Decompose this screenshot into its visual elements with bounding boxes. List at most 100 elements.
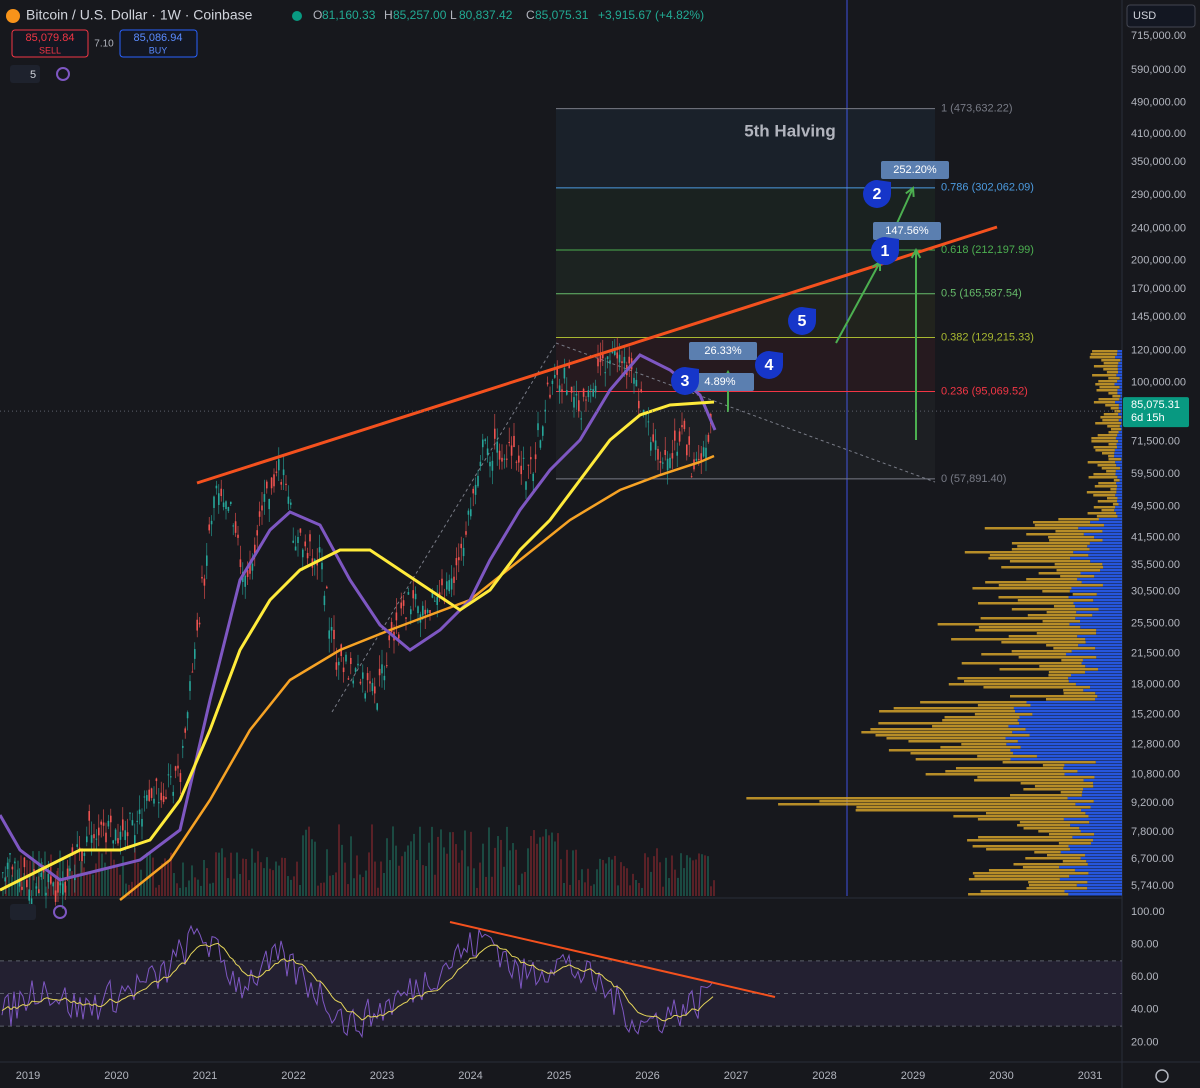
- profile-yellow: [861, 731, 1013, 734]
- volume-bar: [362, 877, 364, 896]
- candle-body: [568, 363, 570, 369]
- rsi-tick-label: 20.00: [1131, 1036, 1159, 1048]
- candle-body: [83, 853, 86, 856]
- candle-body: [119, 831, 122, 840]
- buy-button[interactable]: [119, 29, 198, 58]
- candle-body: [590, 388, 592, 390]
- settings-button[interactable]: [1155, 1069, 1169, 1083]
- profile-yellow: [855, 809, 1082, 812]
- profile-yellow: [948, 683, 1076, 686]
- fib-zone: [556, 293, 935, 338]
- rsi-icon[interactable]: [53, 905, 67, 919]
- profile-yellow: [953, 815, 1089, 818]
- candle-body: [554, 374, 556, 378]
- volume-bar: [656, 848, 658, 896]
- volume-bar: [464, 830, 466, 896]
- candle-body: [299, 528, 302, 533]
- candle-body: [563, 367, 566, 379]
- volume-bar: [347, 884, 349, 896]
- candle-body: [21, 886, 23, 890]
- profile-yellow: [1072, 593, 1097, 596]
- indicator-toggle[interactable]: [10, 65, 40, 83]
- candle-body: [213, 496, 215, 508]
- profile-yellow: [1108, 458, 1122, 461]
- candle-body: [323, 595, 326, 606]
- rsi-collapse[interactable]: [10, 904, 36, 920]
- candle-body: [414, 593, 417, 600]
- candle-body: [484, 439, 486, 442]
- profile-yellow: [1045, 698, 1096, 701]
- volume-bar: [254, 862, 256, 896]
- profile-blue: [1093, 782, 1122, 785]
- profile-blue: [1117, 392, 1122, 395]
- candle-body: [76, 844, 78, 847]
- sell-label[interactable]: SELL: [39, 45, 61, 55]
- volume-bar: [359, 874, 361, 896]
- rsi-ma: [1, 942, 714, 1022]
- profile-yellow: [932, 725, 1009, 728]
- profile-yellow: [1042, 590, 1070, 593]
- profile-blue: [1094, 575, 1122, 578]
- volume-bar: [389, 860, 391, 896]
- indicator-count[interactable]: 5: [30, 69, 36, 81]
- profile-yellow: [915, 758, 1011, 761]
- candle-body: [206, 555, 208, 566]
- profile-yellow: [985, 812, 1086, 815]
- candle-body: [249, 564, 251, 574]
- profile-yellow: [1011, 650, 1072, 653]
- profile-blue: [1118, 404, 1122, 407]
- buy-price[interactable]: 85,086.94: [134, 32, 183, 44]
- candle-body: [362, 672, 364, 679]
- volume-bar: [554, 841, 556, 896]
- profile-blue: [1075, 683, 1122, 686]
- candle-body: [285, 483, 287, 486]
- sell-price[interactable]: 85,079.84: [26, 32, 75, 44]
- marker-pin: [788, 307, 816, 335]
- candle-body: [578, 400, 580, 412]
- volume-bar: [416, 859, 418, 896]
- profile-yellow: [1034, 524, 1104, 527]
- sell-button[interactable]: [11, 29, 89, 58]
- candle-body: [352, 680, 354, 684]
- volume-bar: [59, 850, 61, 896]
- profile-yellow: [978, 836, 1073, 839]
- volume-bar: [161, 863, 163, 896]
- currency-label[interactable]: USD: [1133, 10, 1156, 22]
- volume-bar: [608, 857, 610, 896]
- candle-body: [273, 474, 275, 487]
- currency-button[interactable]: [1126, 4, 1196, 28]
- profile-yellow: [925, 773, 1065, 776]
- profile-yellow: [1112, 395, 1121, 398]
- volume-bar: [35, 883, 37, 896]
- volume-bar: [122, 856, 124, 896]
- ohlc-key: C: [526, 8, 535, 22]
- profile-yellow: [1108, 443, 1117, 446]
- candle-body: [645, 414, 647, 416]
- candle-body: [134, 835, 136, 845]
- candle-body: [345, 654, 347, 662]
- profile-blue: [1085, 638, 1122, 641]
- marker-label: 2: [873, 186, 882, 203]
- profile-blue: [1064, 764, 1122, 767]
- price-tick-label: 350,000.00: [1131, 156, 1186, 168]
- candle-body: [657, 448, 659, 460]
- price-tick-label: 41,500.00: [1131, 531, 1180, 543]
- volume-bar: [710, 886, 712, 896]
- profile-blue: [1030, 704, 1122, 707]
- candle-body: [54, 890, 57, 902]
- profile-yellow: [1048, 674, 1071, 677]
- profile-blue: [1006, 743, 1122, 746]
- candle-body: [513, 435, 515, 448]
- candle-body: [326, 586, 328, 589]
- candle-body: [494, 428, 496, 439]
- volume-bar: [443, 847, 445, 896]
- volume-bar: [293, 876, 295, 896]
- volume-bar: [317, 885, 319, 896]
- ohlc-key: H: [384, 8, 393, 22]
- price-tick-label: 410,000.00: [1131, 128, 1186, 140]
- buy-label[interactable]: BUY: [149, 45, 168, 55]
- indicator-icon[interactable]: [56, 67, 70, 81]
- ohlc-value: 85,075.31: [535, 8, 589, 22]
- profile-yellow: [951, 638, 1086, 641]
